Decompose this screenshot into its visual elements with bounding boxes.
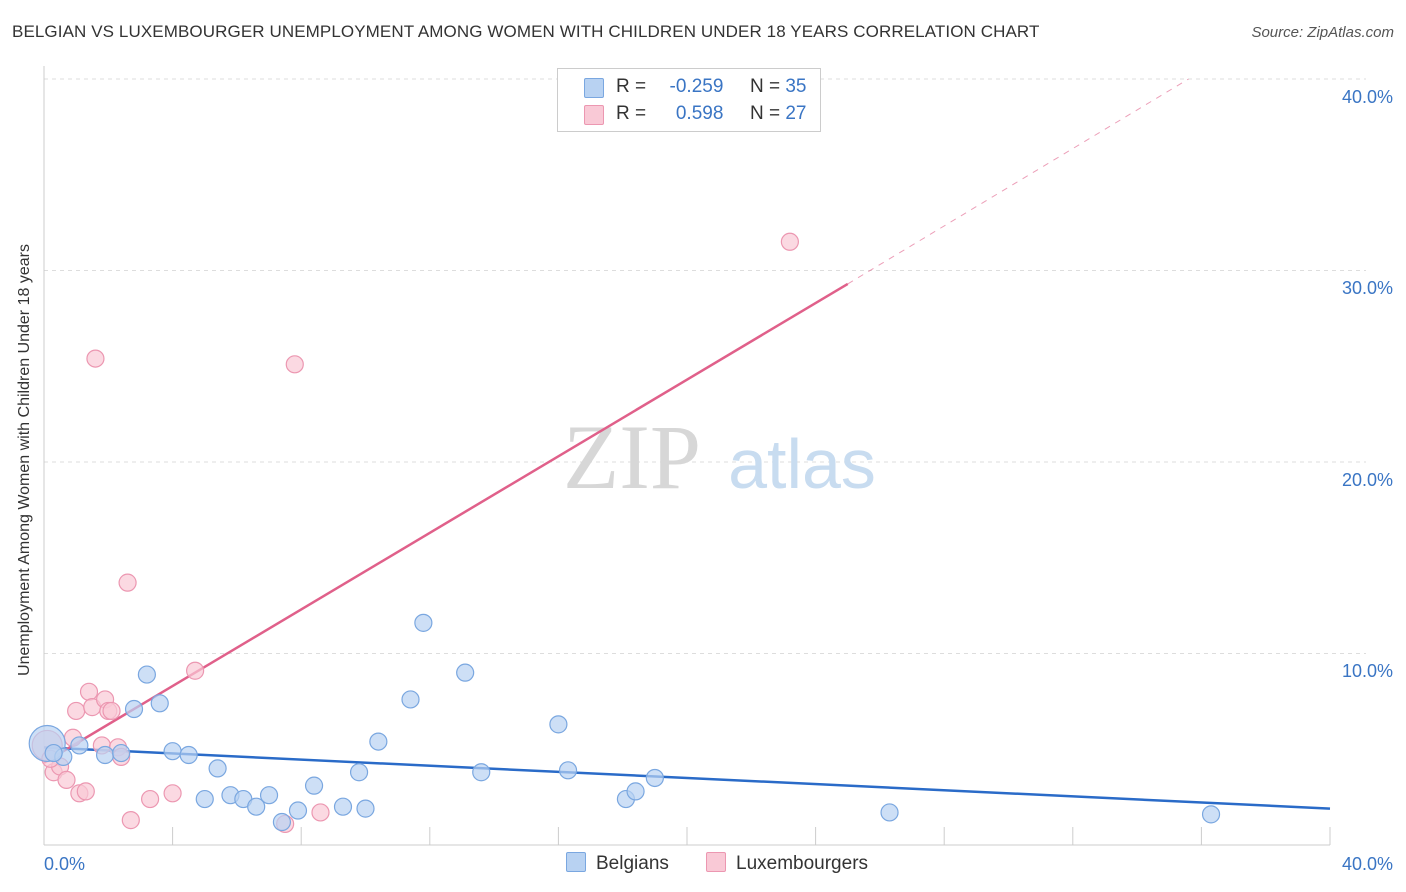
legend-n-value-belgians: 35 (785, 76, 807, 97)
grid-layer (44, 78, 1366, 654)
point-luxembourgers-19 (140, 789, 160, 809)
point-belgians-28 (558, 761, 578, 780)
point-belgians-26 (472, 763, 491, 782)
point-luxembourgers-18 (121, 811, 140, 830)
legend-swatch-belgians (584, 78, 604, 98)
point-belgians-14 (247, 797, 266, 816)
point-luxembourgers-14 (102, 701, 121, 721)
point-belgians-10 (195, 789, 214, 809)
watermark: ZIP atlas (563, 406, 876, 508)
legend-n-value-luxembourgers: 27 (785, 103, 807, 124)
point-luxembourgers-17 (118, 573, 137, 592)
legend-text-belgians: R = -0.259 N = 35 (616, 76, 806, 98)
point-luxembourgers-7 (76, 782, 95, 801)
series-label-belgians: Belgians (596, 853, 669, 874)
chart-title: BELGIAN VS LUXEMBOURGER UNEMPLOYMENT AMO… (12, 22, 1040, 41)
point-belgians-32 (880, 803, 899, 822)
trendline-belgians (43, 746, 1331, 810)
series-swatch-belgians (566, 852, 586, 872)
point-belgians-3 (95, 745, 115, 765)
point-belgians-17 (288, 801, 308, 820)
source-label: Source: ZipAtlas.com (1251, 24, 1394, 41)
x-tick-label-1: 40.0% (1342, 854, 1393, 874)
point-belgians-6 (137, 665, 156, 684)
point-luxembourgers-24 (311, 803, 330, 822)
point-belgians-24 (414, 613, 433, 632)
point-belgians-5 (124, 699, 144, 719)
correlation-legend: R = -0.259 N = 35 R = 0.598 N = 27 (557, 68, 821, 132)
point-luxembourgers-8 (79, 682, 99, 701)
y-tick-label-10: 10.0% (1342, 661, 1393, 681)
point-belgians-30 (626, 782, 645, 801)
series-legend-luxembourgers: Luxembourgers (706, 852, 868, 875)
legend-n-label: N = (749, 76, 781, 97)
trendline-luxembourgers-extension (847, 78, 1189, 285)
point-belgians-22 (369, 732, 388, 751)
point-belgians-20 (349, 763, 369, 782)
point-belgians-16 (272, 812, 292, 832)
point-belgians-21 (356, 799, 375, 818)
point-luxembourgers-23 (285, 355, 304, 374)
point-luxembourgers-5 (67, 701, 86, 721)
legend-r-label: R = (616, 103, 647, 124)
point-belgians-31 (645, 768, 664, 788)
tick-label-layer: 0.0% 40.0% 10.0% 20.0% 30.0% 40.0% (44, 87, 1393, 874)
legend-r-value-belgians: -0.259 (669, 76, 724, 97)
point-luxembourgers-20 (163, 784, 182, 803)
point-belgians-34 (44, 743, 63, 763)
point-belgians-27 (549, 715, 568, 734)
point-belgians-7 (150, 694, 169, 713)
point-luxembourgers-3 (57, 770, 76, 789)
trendline-luxembourgers (43, 282, 849, 764)
series-swatch-luxembourgers (706, 852, 726, 872)
point-belgians-8 (163, 742, 182, 761)
series-label-luxembourgers: Luxembourgers (736, 853, 869, 874)
point-belgians-23 (401, 690, 420, 709)
y-tick-label-20: 20.0% (1342, 470, 1393, 490)
legend-swatch-luxembourgers (584, 105, 604, 125)
point-belgians-2 (70, 736, 89, 755)
trend-layer (43, 78, 1331, 810)
point-belgians-11 (208, 759, 227, 778)
legend-n-label: N = (749, 103, 781, 124)
point-belgians-4 (112, 743, 131, 763)
point-belgians-9 (179, 745, 198, 765)
point-belgians-19 (333, 797, 353, 816)
series-legend-belgians: Belgians (566, 852, 669, 875)
legend-r-label: R = (616, 76, 647, 97)
point-luxembourgers-21 (186, 661, 205, 680)
point-luxembourgers-25 (780, 232, 799, 251)
legend-text-luxembourgers: R = 0.598 N = 27 (616, 103, 806, 125)
point-luxembourgers-10 (86, 349, 105, 368)
point-belgians-25 (456, 663, 475, 682)
point-layer (28, 232, 1221, 834)
x-tick-label-0: 0.0% (44, 854, 85, 874)
point-belgians-18 (304, 776, 324, 795)
point-belgians-33 (1201, 805, 1221, 824)
point-belgians-15 (259, 786, 279, 805)
y-tick-label-40: 40.0% (1342, 87, 1393, 107)
y-tick-label-30: 30.0% (1342, 278, 1393, 298)
axis-layer (43, 66, 1331, 846)
watermark-atlas: atlas (728, 425, 876, 503)
watermark-zip: ZIP (563, 406, 701, 508)
legend-r-value-luxembourgers: 0.598 (675, 103, 724, 124)
